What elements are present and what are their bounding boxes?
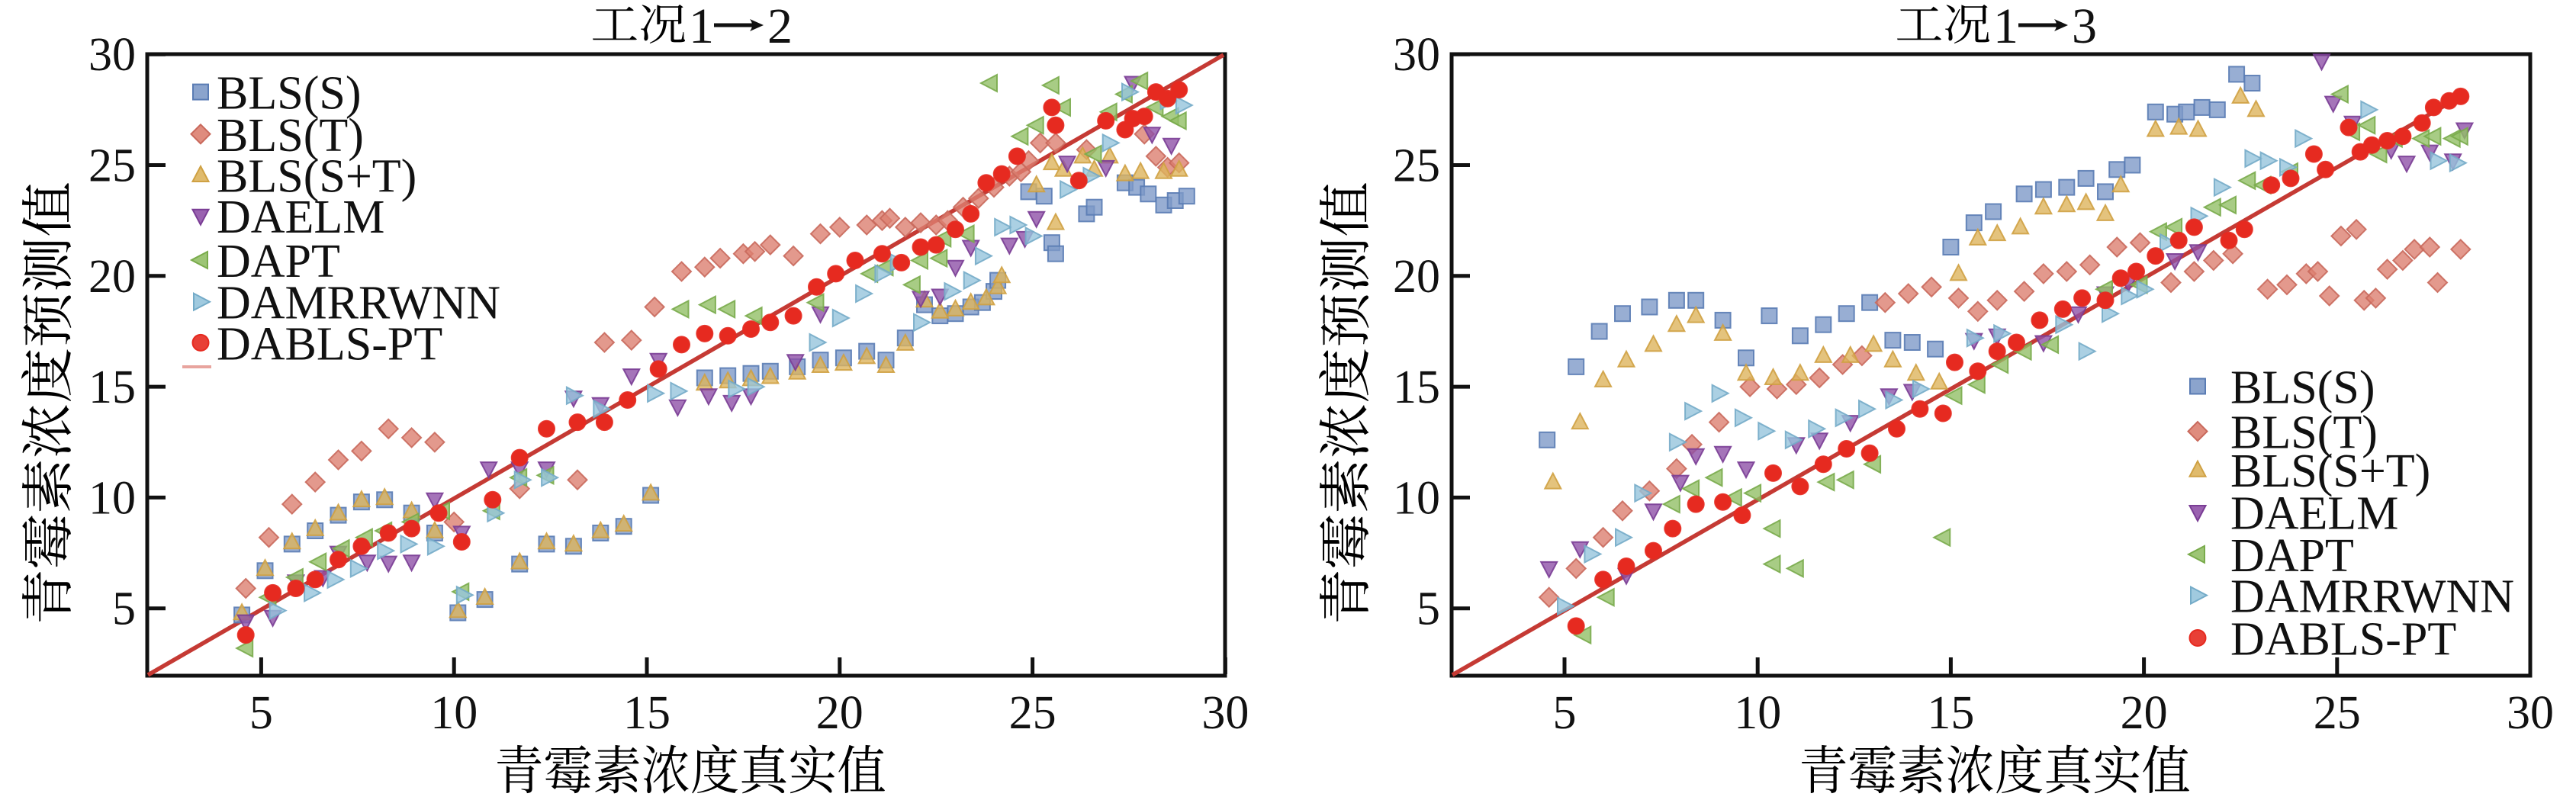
svg-text:1: 1 <box>689 0 714 54</box>
svg-text:3: 3 <box>2072 0 2097 54</box>
svg-text:30: 30 <box>1201 687 1249 739</box>
svg-text:15: 15 <box>88 361 136 413</box>
svg-text:10: 10 <box>1734 687 1781 739</box>
svg-text:BLS(S+T): BLS(S+T) <box>2230 445 2430 497</box>
svg-text:BLS(S): BLS(S) <box>217 68 361 120</box>
svg-text:DAPT: DAPT <box>2230 530 2354 582</box>
svg-text:10: 10 <box>430 687 478 739</box>
svg-text:DAELM: DAELM <box>2230 488 2398 540</box>
svg-text:5: 5 <box>249 687 273 739</box>
svg-text:15: 15 <box>1927 687 1974 739</box>
svg-text:10: 10 <box>1393 472 1440 524</box>
svg-text:1: 1 <box>1993 0 2018 54</box>
svg-text:30: 30 <box>2507 687 2554 739</box>
svg-text:15: 15 <box>1393 361 1440 413</box>
svg-text:20: 20 <box>1393 251 1440 303</box>
svg-text:BLS(T): BLS(T) <box>217 110 364 162</box>
svg-text:2: 2 <box>767 0 793 54</box>
svg-text:20: 20 <box>88 251 136 303</box>
svg-text:20: 20 <box>2121 687 2168 739</box>
svg-text:BLS(S): BLS(S) <box>2230 362 2375 414</box>
svg-text:15: 15 <box>623 687 671 739</box>
svg-text:DABLS-PT: DABLS-PT <box>2230 614 2456 666</box>
svg-text:25: 25 <box>1393 140 1440 192</box>
svg-text:5: 5 <box>112 583 136 635</box>
svg-text:30: 30 <box>88 29 136 81</box>
svg-text:5: 5 <box>1417 583 1440 635</box>
svg-text:10: 10 <box>88 472 136 524</box>
svg-text:25: 25 <box>1009 687 1056 739</box>
svg-text:DAPT: DAPT <box>217 236 340 288</box>
svg-text:20: 20 <box>816 687 863 739</box>
svg-text:DABLS-PT: DABLS-PT <box>217 318 442 370</box>
svg-text:BLS(S+T): BLS(S+T) <box>217 151 416 203</box>
svg-text:DAELM: DAELM <box>217 191 384 243</box>
svg-text:30: 30 <box>1393 29 1440 81</box>
svg-text:DAMRRWNN: DAMRRWNN <box>217 278 500 329</box>
svg-text:5: 5 <box>1553 687 1577 739</box>
svg-text:DAMRRWNN: DAMRRWNN <box>2230 571 2514 623</box>
svg-text:25: 25 <box>2314 687 2361 739</box>
svg-text:BLS(T): BLS(T) <box>2230 407 2378 459</box>
svg-text:25: 25 <box>88 140 136 192</box>
